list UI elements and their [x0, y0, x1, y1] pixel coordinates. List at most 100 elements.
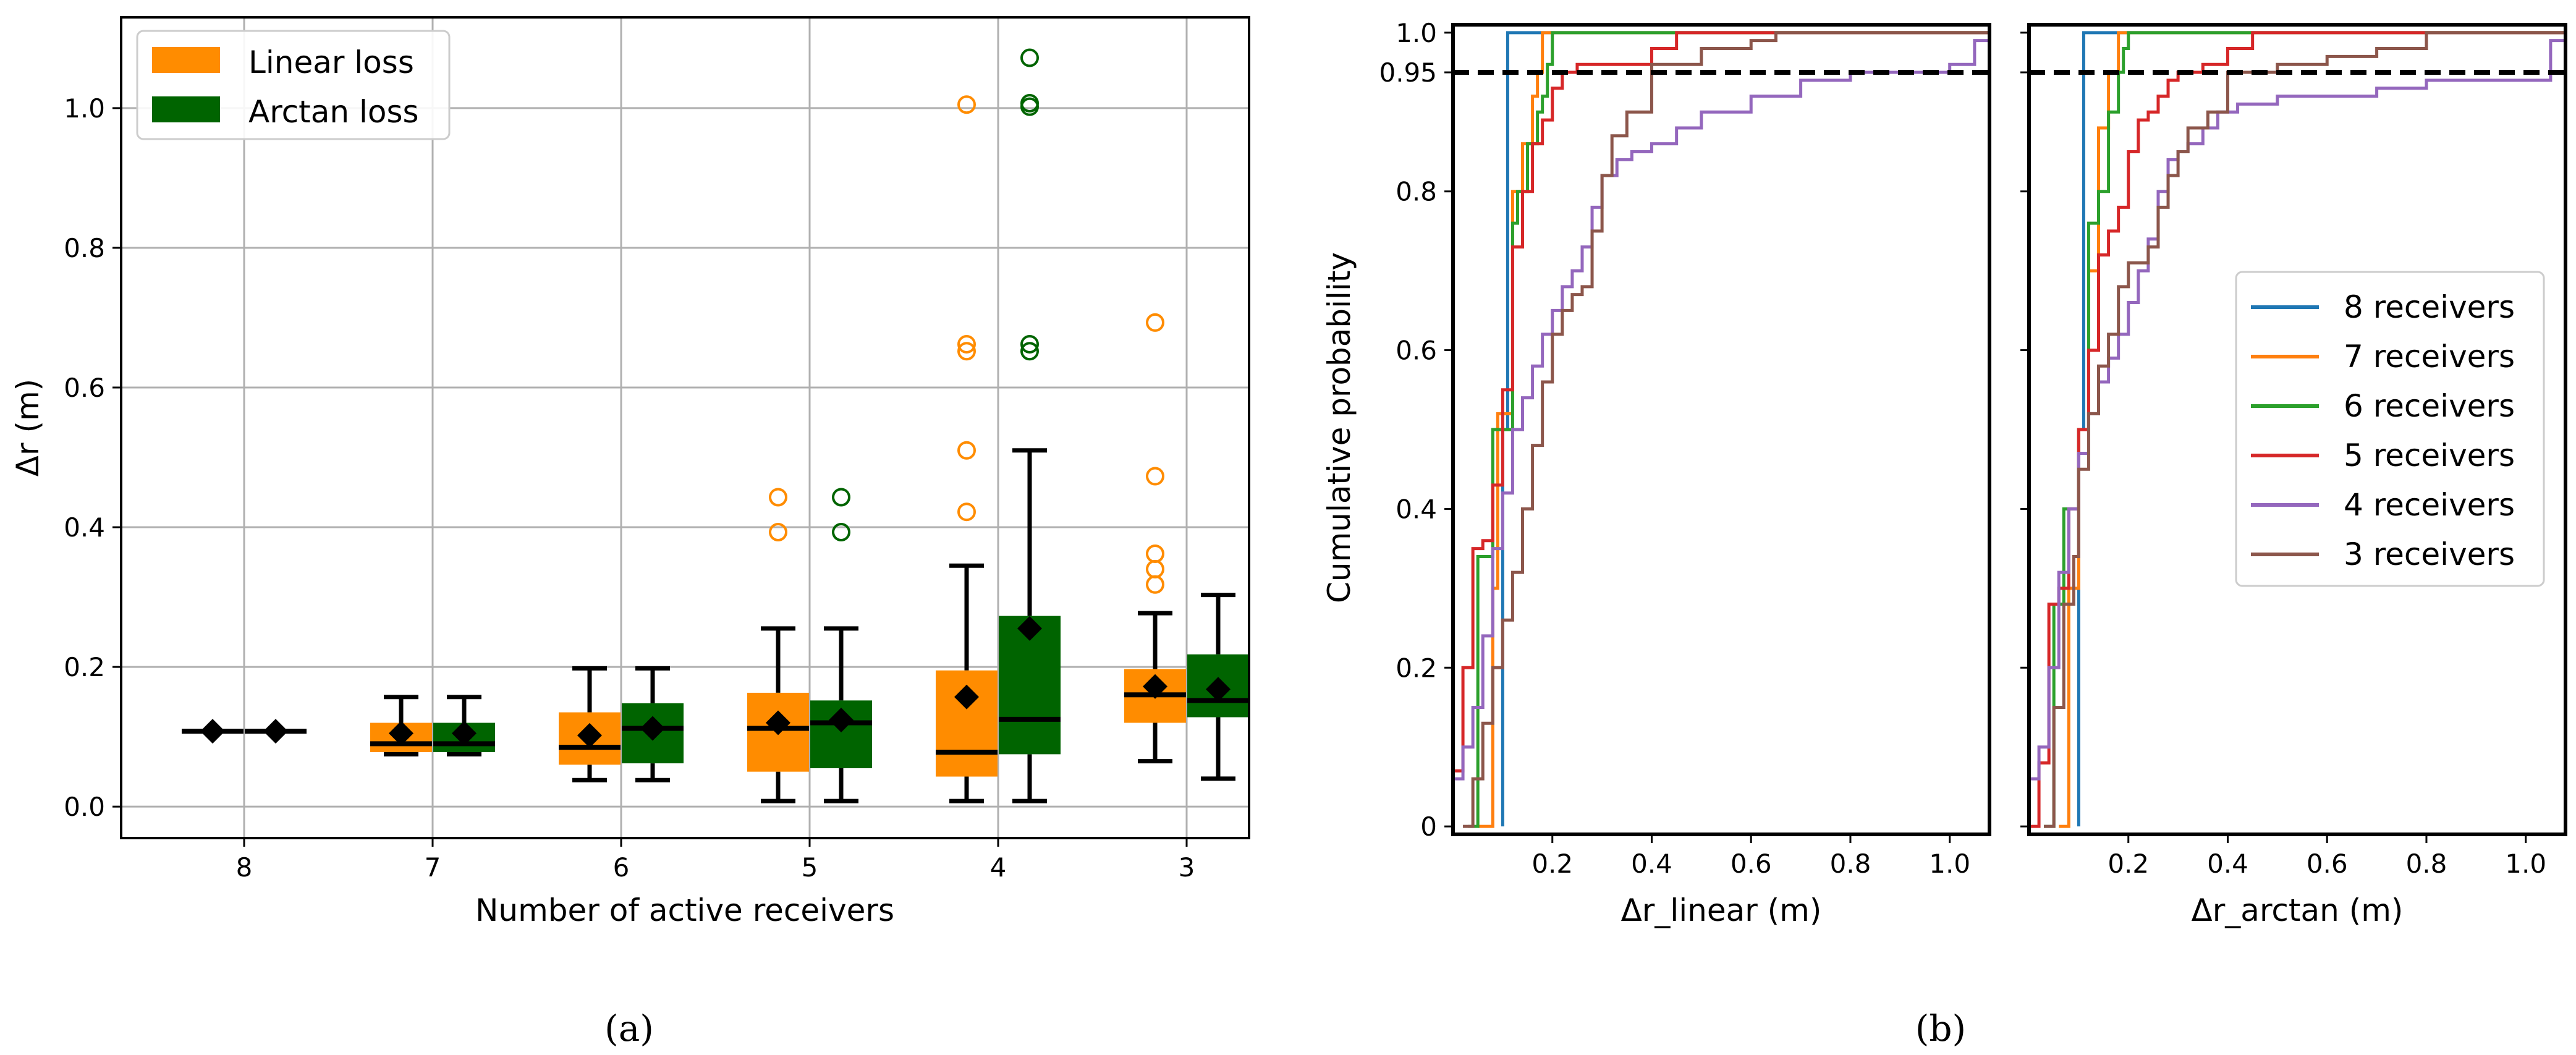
outlier-point [957, 342, 976, 361]
x-tick-label: 0.2 [2108, 849, 2149, 879]
outlier-point [1146, 313, 1164, 332]
cdf-legend-label: 3 receivers [2344, 536, 2515, 572]
box-mean-marker [1206, 677, 1231, 702]
box-plot-legend: Linear loss Arctan loss [136, 30, 451, 140]
cdf-series-line [1478, 31, 1989, 828]
cdf-linear-frame [1451, 23, 1991, 836]
outlier-point [1020, 94, 1039, 113]
x-tick-label: 0.4 [2207, 849, 2248, 879]
y-tick-label: 0.2 [64, 652, 105, 682]
legend-swatch-arctan [152, 96, 220, 122]
panel-label-b: (b) [1915, 1007, 1966, 1049]
y-tick-label: 1.0 [1396, 18, 1437, 48]
legend-swatch-linear [152, 47, 220, 73]
cdf-linear-x-axis-label: Δr_linear (m) [1621, 892, 1822, 928]
y-tick-label: 0.4 [64, 512, 105, 543]
outlier-point [1146, 575, 1164, 594]
cdf-legend-label: 7 receivers [2344, 339, 2515, 375]
y-tick-label: 0 [1420, 811, 1437, 842]
y-tick-label: 0.8 [1396, 177, 1437, 207]
cdf-arctan-ticks: 0.2 0.4 0.6 0.8 1.0 [2020, 32, 2546, 879]
box-mean-marker [389, 721, 413, 746]
y-tick-label: 0.2 [1396, 653, 1437, 683]
x-tick-label: 7 [425, 852, 441, 883]
cdf-series-line [2029, 31, 2565, 828]
cdf-arctan-lines [2029, 31, 2567, 828]
box-mean-marker [577, 722, 602, 748]
box-mean-marker [263, 719, 288, 744]
legend-label-arctan: Arctan loss [248, 94, 419, 130]
cdf-legend-label: 6 receivers [2344, 388, 2515, 424]
x-tick-label: 3 [1179, 852, 1195, 883]
outlier-point [1020, 48, 1039, 67]
cdf-arctan-chart: 0.2 0.4 0.6 0.8 1.0 Δr_arctan (m) 8 receiver… [2020, 23, 2567, 928]
outlier-point [957, 95, 976, 114]
x-tick-label: 0.6 [1731, 849, 1772, 879]
outlier-point [832, 522, 850, 541]
outlier-point [957, 502, 976, 522]
y-tick-label: 0.95 [1379, 57, 1437, 88]
box-mean-marker [1017, 616, 1042, 641]
box-mean-marker [640, 716, 665, 741]
cdf-legend: 8 receivers 7 receivers 6 receivers 5 recei… [2235, 271, 2545, 587]
outlier-point [1146, 559, 1164, 578]
outlier-point [769, 522, 787, 541]
cdf-series-line [2044, 31, 2565, 828]
box-plot-chart: 0.0 0.2 0.4 0.6 0.8 1.0 8 7 6 5 4 3 Number of acti… [10, 16, 1250, 928]
x-tick-label: 0.4 [1631, 849, 1672, 879]
cdf-legend-items: 8 receivers 7 receivers 6 receivers 5 recei… [2251, 289, 2515, 572]
x-tick-label: 0.8 [1830, 849, 1871, 879]
outlier-point [1146, 544, 1164, 564]
x-tick-label: 5 [802, 852, 818, 883]
y-tick-label: 0.8 [64, 233, 105, 263]
x-tick-label: 6 [613, 852, 630, 883]
box-mean-marker [954, 684, 979, 710]
y-tick-label: 0.4 [1396, 494, 1437, 524]
cdf-legend-label: 5 receivers [2344, 438, 2515, 473]
outlier-point [1146, 467, 1164, 486]
cdf-arctan-x-axis-label: Δr_arctan (m) [2192, 892, 2404, 928]
x-tick-label: 0.6 [2307, 849, 2348, 879]
cdf-legend-label: 4 receivers [2344, 487, 2515, 523]
y-tick-label: 0.6 [1396, 336, 1437, 366]
box-plot-x-axis-label: Number of active receivers [475, 892, 894, 928]
outlier-point [1020, 334, 1039, 354]
box-plot-frame [120, 16, 1250, 839]
box-mean-marker [829, 707, 854, 732]
cdf-linear-ticks: 0.2 0.4 0.6 0.8 1.0 0 0.2 0.4 0.6 0.8 0.95 1.0 [1379, 18, 1970, 879]
box-plot-grid [121, 17, 1249, 838]
y-tick-label: 1.0 [64, 93, 105, 124]
box-plot-y-tick-labels: 0.0 0.2 0.4 0.6 0.8 1.0 [64, 93, 121, 822]
outlier-point [957, 334, 976, 354]
cdf-linear-lines [1453, 31, 1991, 828]
outlier-point [957, 441, 976, 460]
x-tick-label: 0.2 [1532, 849, 1573, 879]
box-plot-marks [182, 48, 1249, 803]
box-mean-marker [1143, 674, 1167, 699]
panel-label-a: (a) [604, 1007, 654, 1049]
x-tick-label: 1.0 [1929, 849, 1970, 879]
box-mean-marker [200, 719, 225, 744]
y-tick-label: 0.0 [64, 792, 105, 822]
cdf-arctan-frame [2027, 23, 2567, 836]
cdf-legend-label: 8 receivers [2344, 289, 2515, 325]
outlier-point [769, 488, 787, 507]
cdf-legend-frame [2235, 271, 2545, 587]
x-tick-label: 8 [236, 852, 253, 883]
cdf-series-line [1501, 31, 1989, 827]
cdf-linear-chart: 0.2 0.4 0.6 0.8 1.0 0 0.2 0.4 0.6 0.8 0.95 1.0 Δr_l… [1321, 18, 1991, 928]
x-tick-label: 4 [990, 852, 1007, 883]
cdf-series-line [1463, 31, 1989, 828]
box-plot-x-tick-labels: 8 7 6 5 4 3 [236, 838, 1195, 883]
box-mean-marker [452, 721, 477, 746]
cdf-series-line [1453, 31, 1989, 773]
y-tick-label: 0.6 [64, 373, 105, 403]
outlier-point [1020, 342, 1039, 361]
cdf-linear-y-axis-label: Cumulative probability [1321, 252, 1357, 603]
cdf-series-line [1468, 31, 1989, 828]
legend-label-linear: Linear loss [248, 44, 414, 80]
box-plot-y-axis-label: Δr (m) [10, 379, 46, 477]
x-tick-label: 0.8 [2406, 849, 2447, 879]
x-tick-label: 1.0 [2505, 849, 2546, 879]
